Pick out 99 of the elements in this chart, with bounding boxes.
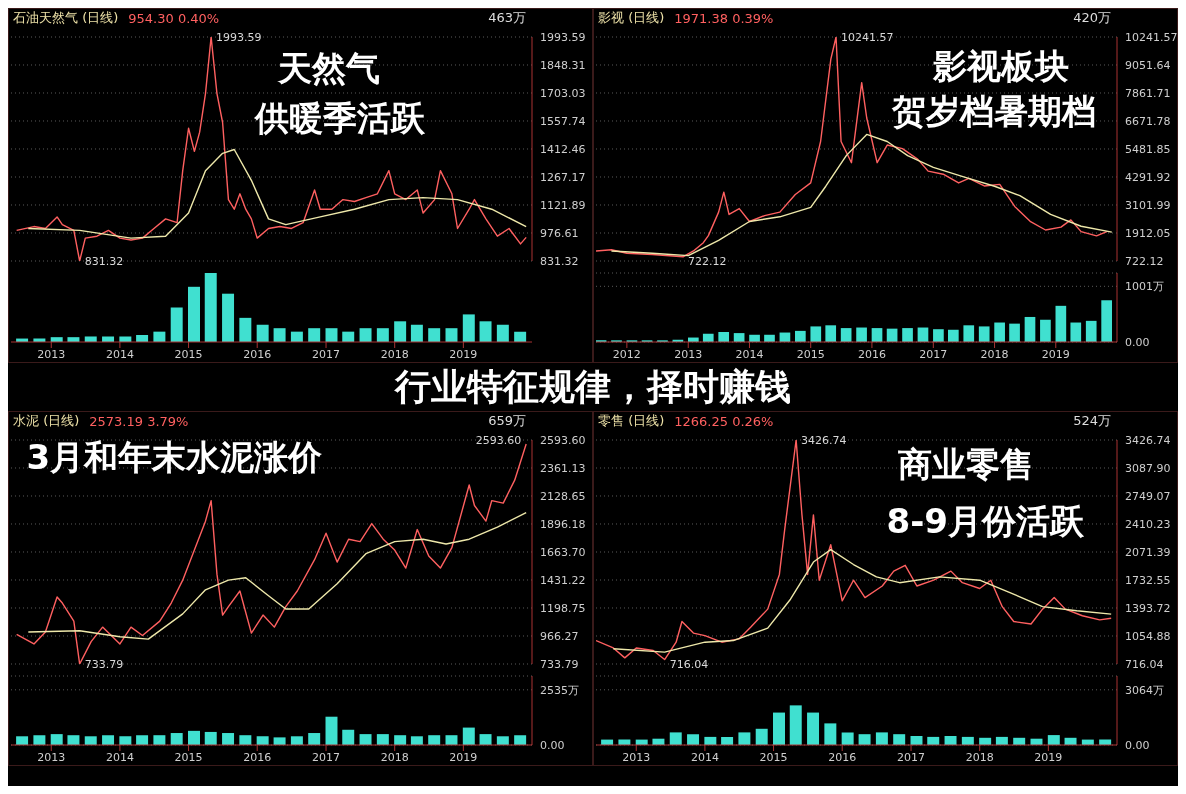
y-tick-label: 1896.18: [540, 517, 586, 531]
y-tick-label: 831.32: [540, 254, 579, 268]
chart-subtitle: 1971.38 0.39%: [674, 10, 774, 26]
x-tick-label: 2013: [674, 347, 703, 361]
x-tick-label: 2015: [759, 750, 788, 764]
y-tick-label: 1848.31: [540, 58, 586, 72]
y-tick-label: 0.00: [1125, 335, 1150, 349]
x-tick-label: 2012: [612, 347, 641, 361]
y-tick-label: 0.00: [540, 738, 565, 752]
y-tick-label: 2593.60: [540, 433, 586, 447]
chart-subtitle: 1266.25 0.26%: [674, 413, 774, 429]
x-tick-label: 2018: [380, 347, 409, 361]
chart-subtitle: 2573.19 3.79%: [89, 413, 189, 429]
x-tick-label: 2017: [312, 347, 341, 361]
chart-subtitle: 954.30 0.40%: [128, 10, 220, 26]
annotation: 8-9月份活跃: [886, 501, 1084, 542]
x-tick-label: 2013: [37, 347, 66, 361]
x-tick-label: 2015: [796, 347, 825, 361]
y-tick-label: 966.27: [540, 629, 579, 643]
x-tick-label: 2019: [449, 750, 478, 764]
y-tick-label: 3087.90: [1125, 461, 1171, 475]
annotation: 2593.60: [475, 433, 522, 447]
y-tick-label: 1198.75: [540, 601, 586, 615]
chart-title: 影视 (日线): [598, 9, 665, 27]
annotation: 影视板块: [933, 45, 1070, 86]
y-tick-label: 1412.46: [540, 142, 586, 156]
y-tick-label: 1054.88: [1125, 629, 1171, 643]
x-tick-label: 2015: [174, 347, 203, 361]
annotation: 天然气: [278, 48, 381, 88]
x-tick-label: 2016: [243, 750, 272, 764]
annotation: 供暖季活跃: [254, 98, 425, 139]
y-tick-label: 4291.92: [1125, 170, 1171, 184]
x-tick-label: 2017: [919, 347, 948, 361]
x-tick-label: 2014: [105, 347, 134, 361]
y-tick-label: 1267.17: [540, 170, 586, 184]
annotation: 722.12: [688, 254, 727, 268]
y-tick-label: 2361.13: [540, 461, 586, 475]
x-tick-label: 2019: [449, 347, 478, 361]
x-tick-label: 2015: [174, 750, 203, 764]
y-tick-label: 7861.71: [1125, 86, 1171, 100]
text: 463万: [488, 9, 526, 27]
y-tick-label: 3101.99: [1125, 198, 1171, 212]
x-tick-label: 2018: [965, 750, 994, 764]
y-tick-label: 2535万: [540, 683, 579, 697]
text: 420万: [1073, 9, 1111, 27]
annotation: 3月和年末水泥涨价: [26, 436, 323, 477]
y-tick-label: 2749.07: [1125, 489, 1171, 503]
annotation: 716.04: [669, 657, 709, 671]
y-tick-label: 716.04: [1125, 657, 1164, 671]
annotation: 733.79: [84, 657, 124, 671]
x-tick-label: 2019: [1034, 750, 1063, 764]
y-tick-label: 733.79: [540, 657, 579, 671]
y-tick-label: 5481.85: [1125, 142, 1171, 156]
annotation: 831.32: [84, 254, 124, 268]
y-tick-label: 3064万: [1125, 683, 1164, 697]
y-tick-label: 0.00: [1125, 738, 1150, 752]
y-tick-label: 10241.57: [1125, 30, 1178, 44]
y-tick-label: 1703.03: [540, 86, 586, 100]
y-tick-label: 6671.78: [1125, 114, 1171, 128]
chart-title: 零售 (日线): [598, 412, 665, 430]
annotation: 1993.59: [216, 30, 262, 44]
x-tick-label: 2016: [857, 347, 886, 361]
annotation: 3426.74: [801, 433, 847, 447]
y-tick-label: 9051.64: [1125, 58, 1171, 72]
x-tick-label: 2016: [243, 347, 272, 361]
y-tick-label: 2410.23: [1125, 517, 1171, 531]
x-tick-label: 2014: [735, 347, 764, 361]
x-tick-label: 2016: [828, 750, 857, 764]
y-tick-label: 2071.39: [1125, 545, 1171, 559]
y-tick-label: 1393.72: [1125, 601, 1171, 615]
annotation: 10241.57: [841, 30, 894, 44]
y-tick-label: 1663.70: [540, 545, 586, 559]
text: 524万: [1073, 412, 1111, 430]
y-tick-label: 1431.22: [540, 573, 586, 587]
text: 行业特征规律，择时赚钱: [395, 364, 791, 409]
y-tick-label: 722.12: [1125, 254, 1164, 268]
chart-title: 水泥 (日线): [13, 412, 80, 430]
y-tick-label: 3426.74: [1125, 433, 1171, 447]
y-tick-label: 976.61: [540, 226, 579, 240]
text: 659万: [488, 412, 526, 430]
chart-title: 石油天然气 (日线): [13, 9, 119, 27]
y-tick-label: 1557.74: [540, 114, 586, 128]
x-tick-label: 2013: [622, 750, 651, 764]
y-tick-label: 2128.65: [540, 489, 586, 503]
y-tick-label: 1001万: [1125, 280, 1164, 294]
annotation: 商业零售: [898, 443, 1035, 484]
annotation: 贺岁档暑期档: [892, 91, 1097, 132]
y-tick-label: 1732.55: [1125, 573, 1171, 587]
y-tick-label: 1121.89: [540, 198, 586, 212]
x-tick-label: 2018: [380, 750, 409, 764]
x-tick-label: 2014: [690, 750, 719, 764]
y-tick-label: 1993.59: [540, 30, 586, 44]
x-tick-label: 2019: [1041, 347, 1070, 361]
x-tick-label: 2017: [312, 750, 341, 764]
x-tick-label: 2017: [897, 750, 926, 764]
x-tick-label: 2018: [980, 347, 1009, 361]
y-tick-label: 1912.05: [1125, 226, 1171, 240]
x-tick-label: 2014: [105, 750, 134, 764]
x-tick-label: 2013: [37, 750, 66, 764]
